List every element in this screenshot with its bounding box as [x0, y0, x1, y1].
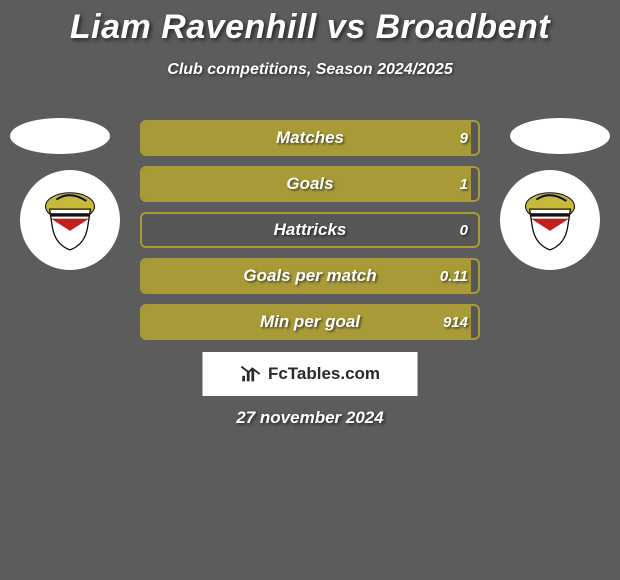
club-crest-icon [516, 186, 584, 254]
stats-panel: Matches9 Goals1 Hattricks0 Goals per match0… [140, 120, 480, 350]
subtitle: Club competitions, Season 2024/2025 [0, 61, 620, 79]
stat-fill [142, 306, 471, 338]
stat-row: Goals1 [140, 166, 480, 202]
stat-fill [142, 260, 471, 292]
stat-fill [142, 168, 471, 200]
avatar-placeholder-left [10, 118, 110, 154]
stat-row: Hattricks0 [140, 212, 480, 248]
club-badge-left [20, 170, 120, 270]
avatar-placeholder-right [510, 118, 610, 154]
stat-row: Min per goal914 [140, 304, 480, 340]
stat-value: 0 [460, 214, 468, 246]
branding-box: FcTables.com [203, 352, 418, 396]
club-crest-icon [36, 186, 104, 254]
stat-row: Matches9 [140, 120, 480, 156]
stat-row: Goals per match0.11 [140, 258, 480, 294]
branding-text: FcTables.com [268, 364, 380, 384]
barchart-icon [240, 363, 262, 385]
stat-fill [142, 122, 471, 154]
page-title: Liam Ravenhill vs Broadbent [0, 8, 620, 47]
date-text: 27 november 2024 [0, 408, 620, 428]
stat-label: Hattricks [142, 214, 478, 246]
club-badge-right [500, 170, 600, 270]
